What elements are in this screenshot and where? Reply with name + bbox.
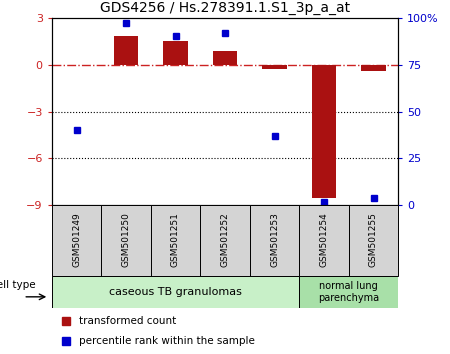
Text: GSM501251: GSM501251 (171, 212, 180, 267)
Bar (250, 205, 299, 276)
Bar (361, 65, 386, 71)
Text: normal lung
parenchyma: normal lung parenchyma (318, 281, 379, 303)
Text: GSM501249: GSM501249 (72, 212, 81, 267)
Bar (151, 205, 200, 276)
Bar (262, 65, 287, 69)
Bar (299, 205, 349, 276)
Text: GSM501252: GSM501252 (220, 212, 230, 267)
Bar (200, 205, 250, 276)
Bar (113, 36, 139, 65)
Text: GSM501254: GSM501254 (320, 212, 328, 267)
Text: percentile rank within the sample: percentile rank within the sample (80, 336, 255, 346)
Bar (163, 41, 188, 65)
Text: GSM501253: GSM501253 (270, 212, 279, 267)
Bar (349, 205, 398, 276)
Bar (311, 65, 337, 198)
Bar (52, 276, 299, 308)
Text: cell type: cell type (0, 280, 35, 290)
Bar (52, 205, 101, 276)
Bar (101, 205, 151, 276)
Bar (212, 51, 238, 65)
Title: GDS4256 / Hs.278391.1.S1_3p_a_at: GDS4256 / Hs.278391.1.S1_3p_a_at (100, 1, 350, 15)
Text: GSM501250: GSM501250 (122, 212, 130, 267)
Bar (299, 276, 398, 308)
Text: caseous TB granulomas: caseous TB granulomas (109, 287, 242, 297)
Text: transformed count: transformed count (80, 316, 177, 326)
Text: GSM501255: GSM501255 (369, 212, 378, 267)
